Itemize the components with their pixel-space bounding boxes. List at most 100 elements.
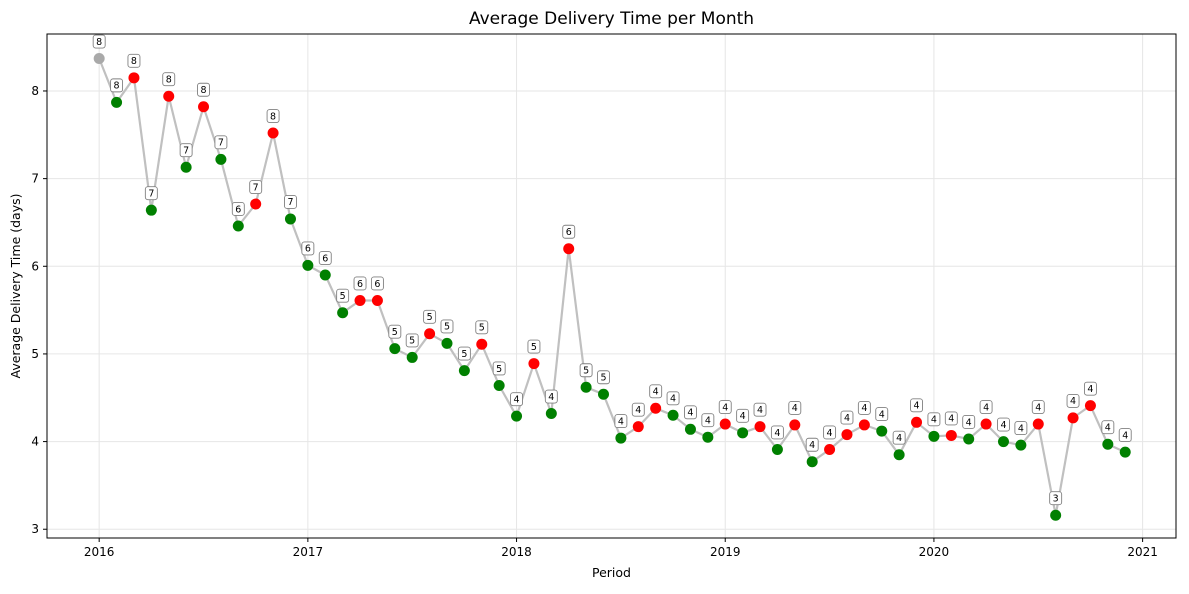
data-label: 4 xyxy=(910,398,923,413)
data-label-box xyxy=(649,384,663,399)
data-label-text: 7 xyxy=(253,182,259,193)
data-label: 6 xyxy=(353,276,367,291)
data-label-box xyxy=(370,276,384,291)
data-label: 6 xyxy=(318,251,332,265)
data-label-box xyxy=(1031,400,1045,415)
data-label: 5 xyxy=(457,346,471,361)
data-point xyxy=(1015,439,1027,451)
data-label-box xyxy=(1083,381,1097,396)
data-label: 4 xyxy=(1118,428,1132,443)
data-point xyxy=(667,409,679,421)
data-label-text: 8 xyxy=(114,81,120,92)
data-label-text: 4 xyxy=(983,402,989,413)
data-label-text: 7 xyxy=(183,146,189,157)
data-point xyxy=(1032,418,1044,430)
data-label-text: 4 xyxy=(809,440,815,451)
data-label-text: 4 xyxy=(861,403,867,414)
data-label-text: 6 xyxy=(374,279,380,290)
data-label-text: 5 xyxy=(531,342,537,353)
data-label-box xyxy=(231,202,245,216)
data-label-box xyxy=(457,346,471,361)
data-label-text: 4 xyxy=(1087,384,1093,395)
y-tick-label: 8 xyxy=(31,84,39,98)
data-label-box xyxy=(249,180,263,194)
data-point xyxy=(789,419,801,431)
data-label-text: 4 xyxy=(670,394,676,405)
data-label: 4 xyxy=(1066,393,1080,408)
data-point xyxy=(893,449,905,461)
y-axis-label: Average Delivery Time (days) xyxy=(8,194,23,379)
data-point xyxy=(928,430,940,442)
data-point xyxy=(267,127,279,139)
data-label: 4 xyxy=(614,414,628,429)
data-label: 7 xyxy=(284,194,297,209)
data-label-text: 5 xyxy=(496,364,502,375)
data-point xyxy=(1084,400,1096,412)
data-label-text: 4 xyxy=(792,403,798,414)
data-point xyxy=(1050,509,1062,521)
data-point xyxy=(980,418,992,430)
data-point xyxy=(997,436,1009,448)
data-point xyxy=(284,213,296,225)
data-label-box xyxy=(1101,420,1115,435)
data-label-text: 8 xyxy=(200,85,206,96)
data-label-box xyxy=(1118,428,1132,443)
data-label: 4 xyxy=(701,413,715,428)
data-point xyxy=(806,456,818,468)
data-point xyxy=(319,269,331,281)
data-point xyxy=(163,90,175,102)
data-point xyxy=(511,410,523,422)
data-label-text: 4 xyxy=(757,405,763,416)
data-label: 4 xyxy=(997,417,1010,432)
data-point xyxy=(632,421,644,433)
data-point xyxy=(841,429,853,441)
data-label: 8 xyxy=(127,53,141,68)
y-tick-label: 5 xyxy=(31,347,39,361)
data-label-box xyxy=(162,72,176,87)
data-label-box xyxy=(736,408,750,423)
data-label-box xyxy=(1066,393,1080,408)
data-label-box xyxy=(318,251,332,265)
data-label: 4 xyxy=(823,425,837,440)
grid xyxy=(47,34,1176,538)
data-label-text: 5 xyxy=(427,312,433,323)
data-label-text: 5 xyxy=(340,291,346,302)
data-label-text: 4 xyxy=(705,416,711,427)
data-label-text: 8 xyxy=(270,111,276,122)
data-label-box xyxy=(214,135,228,150)
data-label: 4 xyxy=(510,392,523,407)
data-label-box xyxy=(614,414,628,429)
data-label-text: 7 xyxy=(287,197,293,208)
data-label-text: 4 xyxy=(548,392,554,403)
data-point xyxy=(650,402,662,414)
data-label-box xyxy=(110,78,124,93)
data-label-text: 5 xyxy=(583,366,589,377)
series-line-path xyxy=(98,58,1126,517)
data-label: 6 xyxy=(231,202,245,216)
data-label-box xyxy=(405,333,419,348)
data-point xyxy=(371,294,383,306)
data-label-box xyxy=(597,370,610,385)
plot-area-frame xyxy=(46,33,1177,539)
data-label-box xyxy=(266,109,280,123)
data-point xyxy=(1067,412,1079,424)
data-label-text: 4 xyxy=(740,411,746,422)
data-label: 4 xyxy=(944,411,958,426)
data-label-text: 5 xyxy=(600,373,606,384)
data-label: 8 xyxy=(197,82,210,97)
data-label-box xyxy=(788,400,802,415)
data-label-text: 4 xyxy=(844,413,850,424)
data-label: 5 xyxy=(492,361,506,376)
data-point xyxy=(737,427,749,439)
data-label-text: 4 xyxy=(966,417,972,428)
data-point xyxy=(458,365,470,377)
data-label-box xyxy=(179,143,193,158)
data-label-box xyxy=(718,400,732,415)
data-point xyxy=(250,198,262,210)
data-label: 4 xyxy=(666,391,680,406)
data-label-box xyxy=(475,320,489,335)
data-point xyxy=(215,153,227,165)
data-point xyxy=(876,425,888,437)
